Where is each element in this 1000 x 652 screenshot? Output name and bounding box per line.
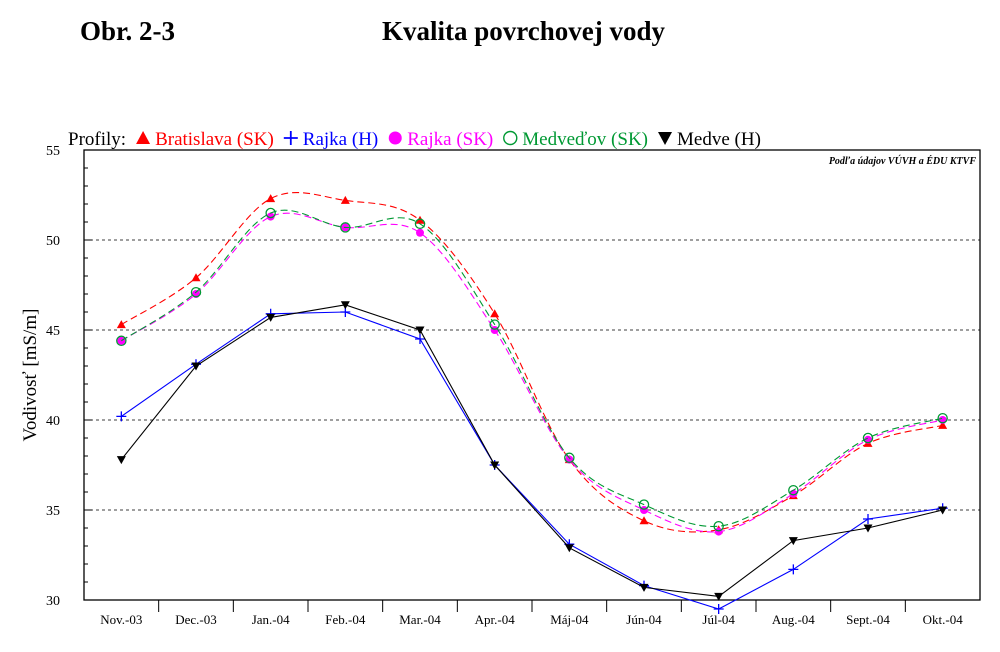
data-point <box>266 212 275 221</box>
data-point <box>191 273 201 282</box>
figure-title: Kvalita povrchovej vody <box>382 16 665 46</box>
x-tick-label: Okt.-04 <box>923 612 964 627</box>
data-point <box>713 604 724 614</box>
data-point <box>862 432 874 444</box>
legend-marker <box>503 130 518 146</box>
data-point <box>863 514 873 524</box>
legend-marker <box>658 132 673 145</box>
data-point <box>414 218 426 230</box>
series-rajka-sk <box>117 212 947 536</box>
data-point <box>116 335 127 347</box>
y-tick-label: 30 <box>46 594 60 609</box>
x-tick-label: Júl-04 <box>702 612 735 627</box>
data-point <box>638 499 650 510</box>
data-point <box>788 564 799 575</box>
legend-entry: Rajka (SK) <box>407 129 493 150</box>
figure-number: Obr. 2-3 <box>80 16 176 46</box>
data-point <box>415 334 425 344</box>
data-point <box>116 320 126 329</box>
x-tick-label: Apr.-04 <box>475 612 516 627</box>
data-point <box>714 592 724 601</box>
data-point <box>937 412 948 424</box>
series-line <box>121 191 943 533</box>
legend-marker <box>283 131 298 145</box>
x-tick-label: Mar.-04 <box>399 612 441 627</box>
y-tick-label: 40 <box>46 414 60 429</box>
plot-frame <box>83 149 981 601</box>
data-point <box>788 537 798 546</box>
data-point <box>640 506 648 514</box>
data-point <box>116 456 126 465</box>
figure-header: Obr. 2-3 Kvalita povrchovej vody <box>0 0 1000 80</box>
data-point <box>714 527 723 536</box>
gridlines <box>84 239 980 511</box>
y-tick-label: 45 <box>46 324 60 339</box>
legend-title: Profily: <box>68 129 126 150</box>
legend-entry: Medveďov (SK) <box>522 129 648 150</box>
x-tick-label: Nov.-03 <box>100 612 142 627</box>
series-line <box>121 212 943 533</box>
series-medve-h <box>116 301 948 601</box>
series-line <box>120 311 943 610</box>
x-tick-label: Jan.-04 <box>252 612 290 627</box>
data-point <box>489 319 500 330</box>
legend-entry: Medve (H) <box>677 129 761 150</box>
data-point <box>190 286 202 298</box>
source-note: Podľa údajov VÚVH a ÉDU KTVF <box>829 155 976 167</box>
legend: Profily: Bratislava (SK) Rajka (H) Rajka (S… <box>68 129 761 150</box>
legend-entry: Rajka (H) <box>303 129 378 150</box>
axes: 30 35 40 45 50 55 Nov.-03 Dec.-03 Jan.-04 Feb.-04… <box>46 144 981 627</box>
data-point <box>340 301 350 310</box>
data-point <box>266 313 276 322</box>
data-point <box>490 326 499 334</box>
y-tick-label: 55 <box>46 144 60 159</box>
y-axis-label: Vodivosť [mS/m] <box>20 309 41 442</box>
legend-entry: Bratislava (SK) <box>155 129 274 150</box>
series-bratislava-sk <box>116 191 948 534</box>
data-point <box>265 207 276 219</box>
data-point <box>788 484 799 496</box>
data-point <box>340 222 351 233</box>
series-rajka-h <box>116 307 948 614</box>
legend-marker <box>136 131 151 144</box>
y-tick-label: 35 <box>46 504 60 519</box>
x-tick-label: Jún-04 <box>626 612 662 627</box>
data-point <box>639 583 649 592</box>
data-point <box>490 461 500 470</box>
data-point <box>490 309 500 318</box>
data-point <box>863 524 873 533</box>
data-point <box>564 544 574 553</box>
data-point <box>564 452 575 464</box>
series <box>116 191 948 614</box>
data-point <box>340 195 350 204</box>
x-tick-label: Feb.-04 <box>325 612 366 627</box>
legend-marker <box>388 131 402 145</box>
data-point <box>266 194 276 203</box>
series-medve-ov-sk <box>116 207 948 532</box>
y-tick-label: 50 <box>46 234 60 249</box>
series-line <box>121 209 943 528</box>
data-point <box>713 520 724 532</box>
x-tick-label: Dec.-03 <box>175 612 217 627</box>
series-line <box>120 304 943 597</box>
data-point <box>938 506 948 515</box>
data-point <box>191 362 201 371</box>
x-tick-label: Aug.-04 <box>772 612 815 627</box>
data-point <box>415 326 425 335</box>
data-point <box>938 420 948 429</box>
x-tick-label: Máj-04 <box>550 612 589 627</box>
data-point <box>639 516 649 525</box>
data-point <box>116 411 127 422</box>
data-point <box>416 228 424 237</box>
x-tick-label: Sept.-04 <box>846 612 890 627</box>
